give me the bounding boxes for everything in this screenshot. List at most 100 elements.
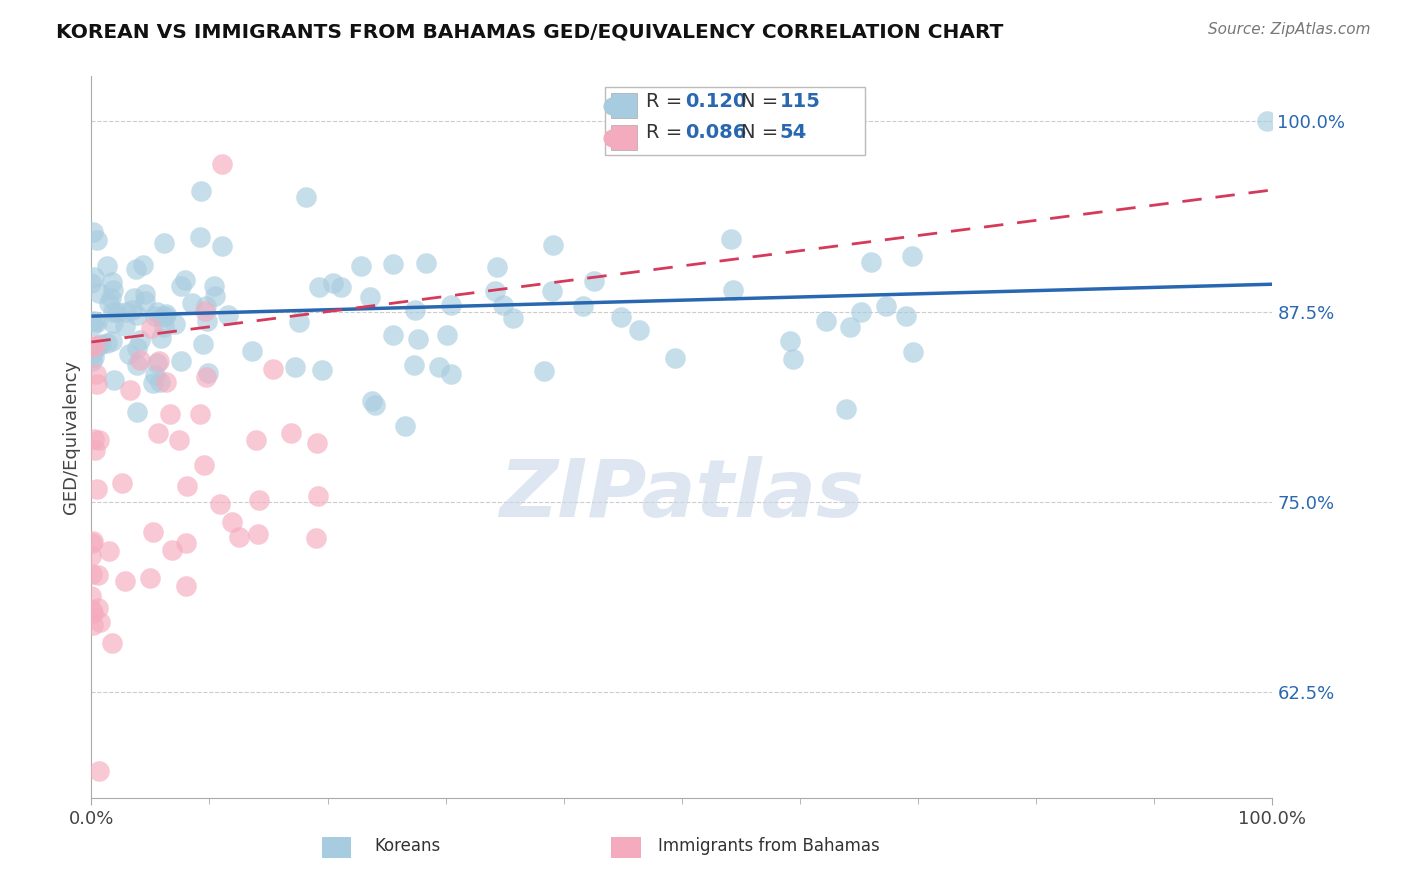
Point xyxy=(572,299,595,313)
Text: Source: ZipAtlas.com: Source: ZipAtlas.com xyxy=(1208,22,1371,37)
Point xyxy=(152,320,174,334)
Point xyxy=(82,566,104,581)
Point xyxy=(143,309,166,323)
Point xyxy=(146,356,169,370)
Point xyxy=(120,384,142,398)
Point xyxy=(502,311,524,326)
Point xyxy=(492,298,515,312)
Point xyxy=(101,275,124,289)
Point xyxy=(96,336,118,351)
Point xyxy=(153,309,176,323)
Point xyxy=(283,359,305,374)
Point xyxy=(307,436,329,450)
Point xyxy=(485,260,508,274)
Point xyxy=(138,571,160,585)
Point xyxy=(169,354,191,368)
Point xyxy=(176,479,198,493)
Point xyxy=(439,368,461,382)
Point xyxy=(114,305,136,319)
Point xyxy=(194,370,217,384)
FancyBboxPatch shape xyxy=(605,87,865,155)
Point xyxy=(83,314,105,328)
Point xyxy=(83,337,105,351)
Point xyxy=(101,334,124,349)
Point xyxy=(83,350,105,364)
Text: 0.120: 0.120 xyxy=(686,92,747,111)
Point xyxy=(103,373,125,387)
Point xyxy=(294,190,316,204)
Point xyxy=(280,425,302,440)
Point xyxy=(359,290,381,304)
FancyBboxPatch shape xyxy=(322,837,352,858)
Point xyxy=(82,533,104,548)
Point xyxy=(405,302,427,317)
Point xyxy=(150,310,173,325)
Point xyxy=(427,360,450,375)
Point xyxy=(160,542,183,557)
Point xyxy=(159,407,181,421)
Point xyxy=(849,305,872,319)
Point xyxy=(142,376,165,390)
Point xyxy=(84,443,107,458)
Point xyxy=(86,315,108,329)
Point xyxy=(191,337,214,351)
Point xyxy=(900,249,922,263)
Point xyxy=(82,618,104,632)
Point xyxy=(246,526,269,541)
Point xyxy=(211,157,233,171)
Point xyxy=(111,475,134,490)
Point xyxy=(98,544,121,558)
Point xyxy=(190,184,212,198)
FancyBboxPatch shape xyxy=(612,837,641,858)
Point xyxy=(240,344,263,359)
Point xyxy=(363,398,385,412)
Point xyxy=(80,276,103,290)
Point xyxy=(360,394,382,409)
Point xyxy=(125,261,148,276)
Point xyxy=(153,236,176,251)
Point xyxy=(150,331,173,345)
Point xyxy=(408,332,430,346)
Point xyxy=(582,275,605,289)
Point xyxy=(627,323,650,337)
Point xyxy=(305,531,328,545)
Point xyxy=(163,317,186,331)
Point xyxy=(394,418,416,433)
Point xyxy=(195,299,218,313)
Point xyxy=(148,353,170,368)
Point xyxy=(211,239,233,253)
Point xyxy=(181,296,204,310)
Point xyxy=(125,405,148,419)
Point xyxy=(101,316,124,330)
Point xyxy=(143,368,166,383)
Point xyxy=(128,353,150,368)
Point xyxy=(169,433,191,447)
Point xyxy=(779,334,801,348)
Point xyxy=(101,283,124,297)
FancyBboxPatch shape xyxy=(612,93,637,119)
Point xyxy=(188,229,211,244)
Point xyxy=(84,367,107,381)
Point xyxy=(814,314,837,328)
Point xyxy=(208,498,231,512)
Point xyxy=(82,606,104,620)
Point xyxy=(436,327,458,342)
Point xyxy=(609,310,631,324)
Point xyxy=(484,284,506,298)
Point xyxy=(142,525,165,540)
Point xyxy=(247,493,270,508)
Point xyxy=(170,279,193,293)
Text: R =: R = xyxy=(647,92,689,111)
Point xyxy=(125,359,148,373)
Point xyxy=(228,530,250,544)
Point xyxy=(859,255,882,269)
Point xyxy=(89,764,111,778)
Point xyxy=(101,635,124,649)
Text: 0.086: 0.086 xyxy=(686,123,747,143)
Point xyxy=(83,432,105,446)
Point xyxy=(118,346,141,360)
Point xyxy=(100,291,122,305)
Point xyxy=(101,305,124,319)
Point xyxy=(404,358,426,372)
Point xyxy=(721,283,744,297)
